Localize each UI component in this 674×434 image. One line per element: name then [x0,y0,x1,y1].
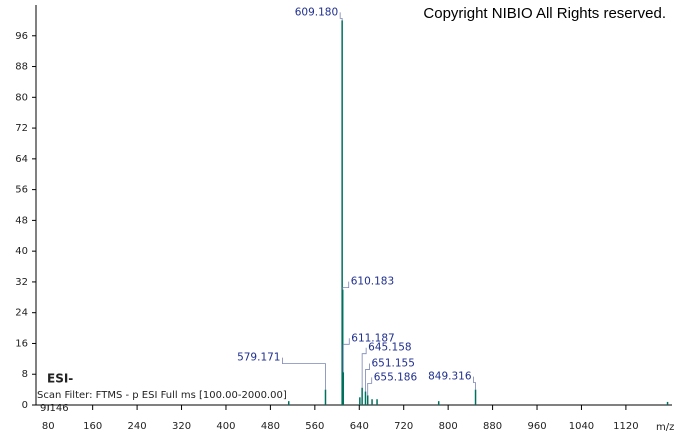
peak-label: 611.187 [351,332,394,344]
peak-label: 610.183 [351,276,394,288]
x-axis-label: m/z [656,422,674,433]
label-leader [473,376,476,390]
x-tick-label: 560 [305,421,324,432]
retention-time: 9.146 [40,403,69,414]
x-tick-label: 160 [83,421,102,432]
peak-label: 645.158 [368,342,411,354]
y-tick-label: 8 [22,369,28,380]
x-tick-label: 480 [261,421,280,432]
label-leader [367,377,373,396]
x-tick-label: 960 [527,421,546,432]
x-tick-label: 320 [172,421,191,432]
x-tick-label: 880 [483,421,502,432]
ion-mode: ESI- [47,372,73,386]
x-tick-label: 800 [439,421,458,432]
label-leader [339,12,343,21]
peak-label: 849.316 [428,371,472,383]
label-leader [342,338,350,373]
peak-label: 609.180 [295,6,338,18]
peak-label: 655.186 [374,371,418,383]
label-leader [361,347,367,388]
x-tick-label: 1120 [613,421,638,432]
x-tick-label: 720 [394,421,413,432]
y-tick-label: 72 [15,123,28,134]
y-tick-label: 88 [15,62,28,73]
y-tick-label: 32 [15,277,28,288]
y-tick-label: 40 [15,246,28,257]
y-tick-label: 96 [15,31,28,42]
x-tick-label: 1040 [569,421,594,432]
x-tick-label: 240 [128,421,147,432]
label-leader [342,281,350,290]
y-tick-label: 64 [15,154,28,165]
scan-filter: Scan Filter: FTMS - p ESI Full ms [100.0… [37,390,287,401]
y-tick-label: 0 [22,400,28,411]
peak-label: 651.155 [371,358,414,370]
y-tick-label: 24 [15,308,28,319]
peak-label: 579.171 [237,352,280,364]
x-tick-label: 400 [216,421,235,432]
label-leader [282,357,326,390]
label-leader [365,363,370,392]
copyright: Copyright NIBIO All Rights reserved. [423,5,666,22]
y-tick-label: 80 [15,92,28,103]
x-tick-label: 80 [42,421,55,432]
x-tick-label: 640 [350,421,369,432]
y-tick-label: 48 [15,215,28,226]
y-tick-label: 16 [15,338,28,349]
y-tick-label: 56 [15,185,28,196]
